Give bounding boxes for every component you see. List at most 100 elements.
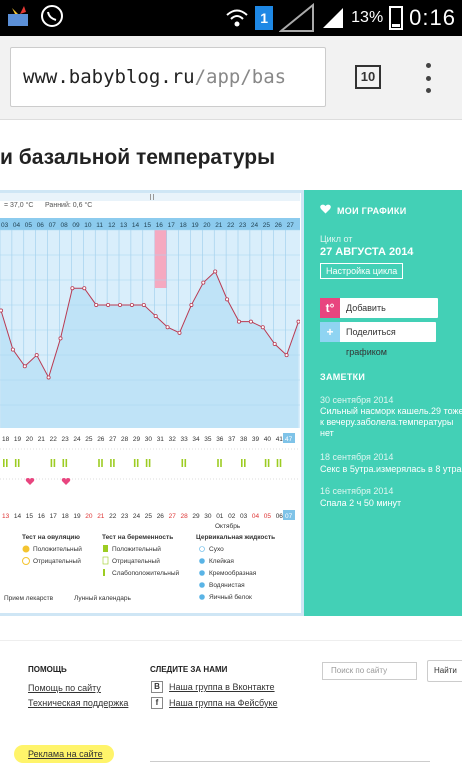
cycle-day-number: 36 (216, 436, 224, 443)
date-number: 05 (264, 513, 272, 520)
day-number: 05 (25, 222, 33, 229)
pregnancy-negative-icon (102, 556, 109, 565)
help-link[interactable]: Помощь по сайту (28, 683, 101, 693)
day-number: 26 (275, 222, 283, 229)
temperature-point (225, 297, 230, 302)
legend-pregnancy-negative: Отрицательный (112, 557, 160, 565)
browser-toolbar: www.babyblog.ru/app/bas 10 (0, 36, 462, 120)
temperature-point (0, 308, 3, 313)
pregnancy-test-marker (65, 459, 68, 467)
legend-ovulation-negative: Отрицательный (33, 557, 81, 565)
cycle-day-number: 27 (109, 436, 117, 443)
day-number: 13 (120, 222, 128, 229)
day-number: 08 (61, 222, 69, 229)
cycle-from-label: Цикл от (320, 234, 353, 244)
cycle-day-number: 33 (181, 436, 189, 443)
wifi-icon (226, 9, 248, 27)
pregnancy-test-marker (110, 459, 112, 467)
day-number: 09 (72, 222, 80, 229)
signal-empty-icon (279, 3, 315, 32)
temperature-point (22, 364, 27, 369)
add-temperature-button[interactable]: t° Добавить температуру (320, 298, 438, 333)
ovulation-negative-icon (22, 557, 30, 565)
ad-link[interactable]: Реклама на сайте (14, 745, 114, 763)
lunar-calendar-icon (63, 594, 70, 602)
support-link[interactable]: Техническая поддержка (28, 698, 129, 708)
date-current: 07 (285, 513, 293, 520)
cycle-day-number: 26 (97, 436, 105, 443)
temperature-chart: = 37,0 °C Ранний: 0,6 °C03 04 05 06 07 08 09 10 1… (0, 201, 301, 625)
day-number: 14 (132, 222, 140, 229)
cycle-day-number: 19 (14, 436, 22, 443)
cycle-day-number: 37 (228, 436, 236, 443)
pregnancy-test-marker (217, 459, 219, 467)
search-button[interactable]: Найти (427, 660, 462, 682)
pregnancy-test-marker (98, 459, 100, 467)
temperature-point (129, 302, 134, 307)
date-number: 18 (62, 513, 70, 520)
month-label: Октябрь (215, 522, 241, 530)
pregnancy-test-marker (17, 459, 20, 467)
day-number: 23 (239, 222, 247, 229)
tab-switcher-button[interactable]: 10 (355, 65, 381, 89)
legend-cervical-item: Клейкая (209, 557, 234, 565)
legend-ovulation-positive: Положительный (33, 545, 82, 553)
vk-link[interactable]: Наша группа в Вконтакте (169, 682, 275, 692)
date-number: 16 (38, 513, 46, 520)
chart-scrollbar[interactable] (0, 193, 300, 201)
date-number: 20 (85, 513, 93, 520)
follow-heading: СЛЕДИТЕ ЗА НАМИ (150, 665, 228, 674)
temperature-point (248, 319, 253, 324)
legend-pregnancy-title: Тест на беременность (102, 533, 173, 541)
temperature-area (1, 271, 299, 428)
temperature-point (118, 302, 123, 307)
page-content: и базальной температуры = 37,0 °C Ранний:… (0, 120, 462, 770)
pregnancy-test-marker (101, 459, 103, 467)
chart-sidebar: МОИ ГРАФИКИ Цикл от 27 АВГУСТА 2014 Наст… (304, 190, 462, 616)
temperature-point (46, 375, 51, 380)
date-number: 13 (2, 513, 10, 520)
overflow-menu-icon[interactable] (420, 63, 436, 93)
date-number: 04 (252, 513, 260, 520)
legend-cervical-title: Цервикальная жидкость (196, 534, 275, 541)
signal-icon (323, 8, 344, 28)
cycle-settings-button[interactable]: Настройка цикла (320, 263, 404, 279)
facebook-link[interactable]: Наша группа на Фейсбуке (169, 698, 278, 708)
date-number: 01 (216, 513, 224, 520)
plus-icon: + (320, 322, 340, 342)
note-date: 16 сентября 2014 (320, 486, 394, 496)
pregnancy-test-marker (264, 459, 267, 467)
day-header-band (0, 218, 300, 230)
cycle-day-current: 47 (285, 436, 293, 443)
temperature-point (201, 280, 206, 285)
day-number: 07 (49, 222, 57, 229)
highlight-column (154, 218, 167, 288)
my-charts-link[interactable]: МОИ ГРАФИКИ (337, 206, 407, 216)
pregnancy-test-marker (133, 459, 136, 467)
day-number: 16 (156, 222, 164, 229)
pregnancy-test-marker (244, 459, 246, 467)
legend-medication: Прием лекарств (4, 595, 54, 602)
date-current-bg (283, 510, 295, 520)
temperature-point (213, 269, 218, 274)
cervical-fluid-icon (199, 546, 205, 552)
share-chart-label: Поделиться графиком (346, 327, 396, 357)
date-number: 28 (181, 513, 189, 520)
site-search-input[interactable]: Поиск по сайту (322, 662, 417, 680)
legend-ovulation-title: Тест на овуляцию (22, 534, 80, 541)
url-field[interactable]: www.babyblog.ru/app/bas (10, 47, 326, 107)
temperature-point (260, 325, 265, 330)
day-number: 20 (203, 222, 211, 229)
battery-icon (389, 6, 404, 30)
cycle-day-number: 39 (252, 436, 260, 443)
legend-cervical-item: Кремообразная (209, 569, 257, 577)
temperature-point (10, 347, 15, 352)
cycle-day-number: 32 (169, 436, 177, 443)
temperature-point (106, 302, 111, 307)
share-chart-button[interactable]: + Поделиться графиком (320, 322, 436, 357)
ovulation-positive-icon (22, 545, 30, 553)
legend-pregnancy-positive: Положительный (112, 545, 161, 553)
day-number: 27 (287, 222, 295, 229)
legend-cervical-item: Водянистая (209, 582, 245, 589)
pregnancy-test-marker (62, 459, 65, 467)
